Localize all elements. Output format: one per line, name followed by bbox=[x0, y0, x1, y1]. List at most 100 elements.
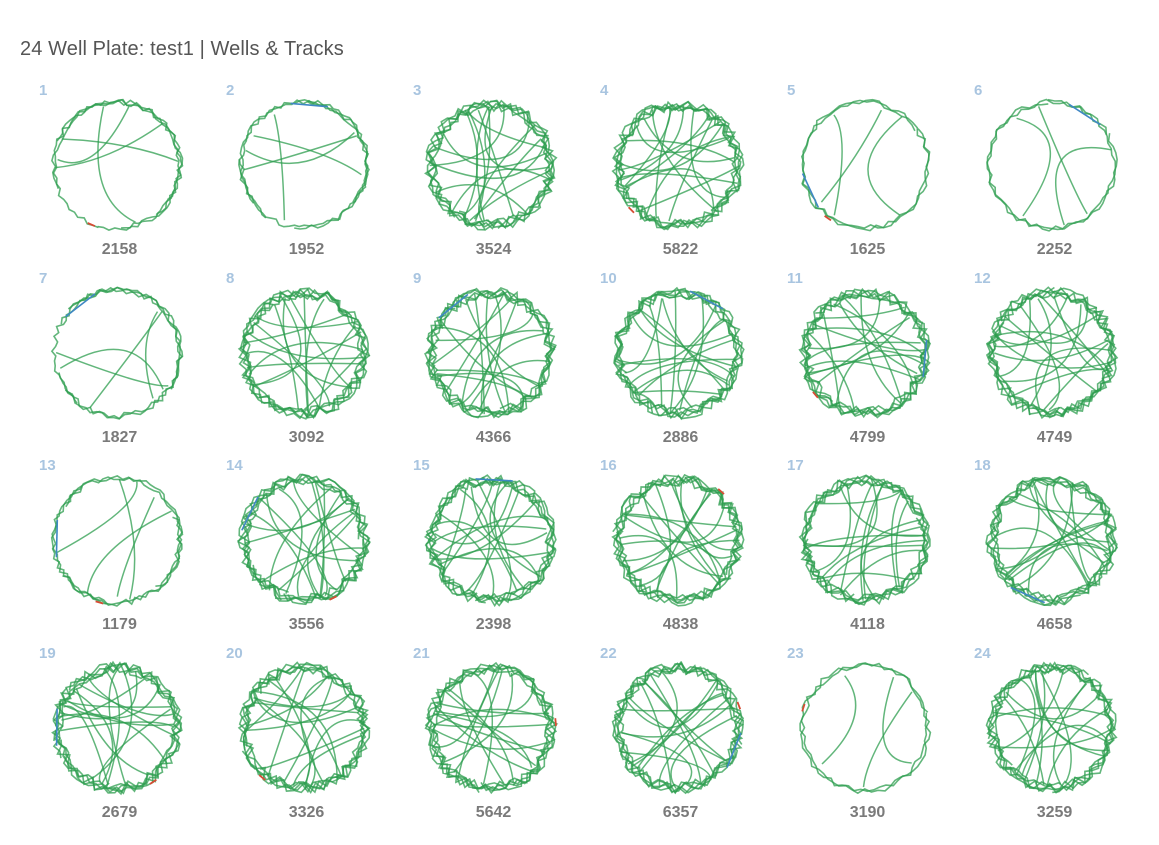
well-track-count: 4838 bbox=[662, 616, 699, 633]
well-9[interactable]: 9 4366 bbox=[400, 266, 587, 454]
well-18[interactable]: 18 4658 bbox=[961, 453, 1148, 641]
interior-track-path bbox=[1027, 673, 1043, 785]
wall-track-path bbox=[613, 288, 745, 419]
interior-track-path bbox=[255, 697, 358, 723]
interior-track-path bbox=[282, 297, 351, 388]
slow-track-segment bbox=[258, 773, 266, 781]
well-16[interactable]: 16 4838 bbox=[587, 453, 774, 641]
interior-track-path bbox=[1039, 671, 1072, 784]
interior-track-path bbox=[1029, 487, 1105, 564]
wall-track-path bbox=[985, 660, 1118, 794]
well-track-count: 4749 bbox=[1036, 428, 1073, 446]
wall-track-path bbox=[800, 661, 931, 794]
interior-track-path bbox=[824, 539, 927, 588]
interior-track-path bbox=[1008, 368, 1112, 398]
interior-track-path bbox=[638, 307, 725, 390]
wall-track-path bbox=[988, 286, 1115, 418]
well-number: 16 bbox=[600, 457, 617, 474]
fast-track-segment bbox=[55, 519, 59, 558]
slow-track-segment bbox=[627, 206, 635, 214]
interior-track-path bbox=[626, 139, 735, 163]
wall-track-path bbox=[56, 98, 184, 229]
interior-track-path bbox=[632, 368, 730, 393]
interior-track-path bbox=[451, 168, 551, 213]
interior-track-path bbox=[1052, 681, 1087, 784]
well-3[interactable]: 3 3524 bbox=[400, 78, 587, 266]
well-17[interactable]: 17 4118 bbox=[774, 453, 961, 641]
well-20[interactable]: 20 3326 bbox=[213, 641, 400, 829]
interior-track-path bbox=[55, 712, 168, 764]
well-5[interactable]: 5 1625 bbox=[774, 78, 961, 266]
well-6[interactable]: 6 2252 bbox=[961, 78, 1148, 266]
well-track-count: 1179 bbox=[102, 616, 137, 633]
interior-track-path bbox=[61, 138, 179, 162]
interior-track-path bbox=[72, 689, 114, 785]
interior-track-path bbox=[820, 109, 883, 203]
interior-track-path bbox=[833, 302, 915, 385]
interior-track-path bbox=[814, 483, 852, 573]
well-track-count: 2679 bbox=[101, 803, 138, 821]
interior-track-path bbox=[458, 680, 505, 784]
fast-track-segment bbox=[726, 732, 742, 768]
slow-track-segment bbox=[736, 701, 742, 710]
interior-track-path bbox=[57, 106, 130, 164]
well-track-plot bbox=[50, 286, 184, 420]
wall-track-path bbox=[427, 661, 556, 793]
fast-track-segment bbox=[475, 478, 513, 482]
well-7[interactable]: 7 1827 bbox=[26, 266, 213, 454]
interior-track-path bbox=[669, 290, 677, 414]
interior-track-path bbox=[260, 727, 365, 770]
interior-track-path bbox=[465, 298, 540, 387]
interior-track-path bbox=[91, 670, 133, 780]
interior-track-path bbox=[444, 293, 505, 393]
interior-track-path bbox=[994, 338, 1109, 361]
well-1[interactable]: 1 2158 bbox=[26, 78, 213, 266]
well-track-plot bbox=[51, 98, 184, 231]
fast-track-segment bbox=[241, 496, 259, 531]
well-11[interactable]: 11 4799 bbox=[774, 266, 961, 454]
interior-track-path bbox=[259, 498, 328, 597]
well-19[interactable]: 19 2679 bbox=[26, 641, 213, 829]
interior-track-path bbox=[810, 326, 925, 356]
interior-track-path bbox=[838, 302, 918, 374]
interior-track-path bbox=[435, 668, 496, 748]
interior-track-path bbox=[436, 520, 518, 591]
interior-track-path bbox=[638, 680, 673, 788]
interior-track-path bbox=[632, 389, 723, 395]
well-22[interactable]: 22 6357 bbox=[587, 641, 774, 829]
interior-track-path bbox=[443, 672, 514, 763]
well-number: 15 bbox=[413, 457, 430, 474]
interior-track-path bbox=[994, 527, 1089, 586]
well-15[interactable]: 15 2398 bbox=[400, 453, 587, 641]
interior-track-path bbox=[300, 675, 332, 783]
interior-track-path bbox=[434, 487, 513, 545]
well-24[interactable]: 24 3259 bbox=[961, 641, 1148, 829]
well-2[interactable]: 2 1952 bbox=[213, 78, 400, 266]
well-number: 18 bbox=[974, 457, 991, 474]
well-number: 7 bbox=[39, 269, 48, 287]
interior-track-path bbox=[277, 515, 356, 592]
well-13[interactable]: 13 1179 bbox=[26, 453, 213, 641]
well-track-count: 4118 bbox=[850, 616, 885, 633]
well-track-plot bbox=[611, 660, 745, 794]
interior-track-path bbox=[1019, 304, 1061, 410]
wall-track-path bbox=[237, 660, 371, 794]
well-track-plot bbox=[50, 475, 184, 607]
interior-track-path bbox=[993, 726, 1114, 748]
well-number: 3 bbox=[413, 82, 422, 99]
interior-track-path bbox=[116, 496, 155, 597]
well-23[interactable]: 23 3190 bbox=[774, 641, 961, 829]
fast-track-segment bbox=[801, 173, 820, 208]
well-14[interactable]: 14 3556 bbox=[213, 453, 400, 641]
interior-track-path bbox=[288, 294, 353, 388]
well-number: 14 bbox=[226, 457, 243, 474]
well-12[interactable]: 12 4749 bbox=[961, 266, 1148, 454]
well-21[interactable]: 21 5642 bbox=[400, 641, 587, 829]
well-4[interactable]: 4 5822 bbox=[587, 78, 774, 266]
well-number: 6 bbox=[974, 82, 983, 99]
well-10[interactable]: 10 2886 bbox=[587, 266, 774, 454]
well-number: 4 bbox=[600, 82, 609, 99]
well-8[interactable]: 8 3092 bbox=[213, 266, 400, 454]
wall-track-path bbox=[50, 286, 184, 404]
wall-track-path bbox=[52, 98, 183, 229]
